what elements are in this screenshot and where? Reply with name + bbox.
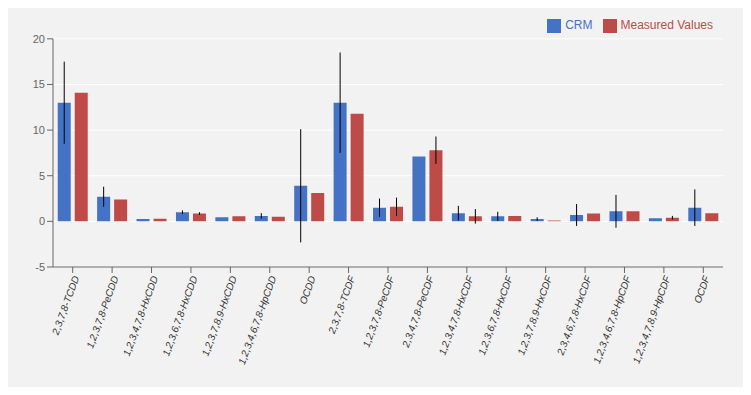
- svg-text:1,2,3,7,8-PeCDD: 1,2,3,7,8-PeCDD: [84, 274, 120, 349]
- svg-text:2,3,7,8-TCDF: 2,3,7,8-TCDF: [326, 274, 358, 336]
- svg-text:1,2,3,6,7,8-HxCDD: 1,2,3,6,7,8-HxCDD: [160, 274, 199, 357]
- svg-text:1,2,3,6,7,8-HxCDF: 1,2,3,6,7,8-HxCDF: [476, 274, 515, 357]
- html-text:Measured Values: Measured Values: [620, 18, 713, 32]
- svg-text:1,2,3,4,7,8-HxCDF: 1,2,3,4,7,8-HxCDF: [437, 274, 476, 357]
- svg-text:1,2,3,4,6,7,8-HpCDD: 1,2,3,4,6,7,8-HpCDD: [236, 274, 278, 366]
- svg-text:OCDD: OCDD: [297, 274, 317, 305]
- svg-text:1,2,3,7,8,9-HxCDD: 1,2,3,7,8,9-HxCDD: [200, 274, 239, 357]
- svg-text:0: 0: [39, 215, 45, 227]
- svg-text:1,2,3,4,7,8,9-HpCDF: 1,2,3,4,7,8,9-HpCDF: [631, 274, 673, 365]
- svg-text:15: 15: [33, 78, 45, 90]
- svg-text:OCDF: OCDF: [692, 274, 712, 305]
- svg-text:20: 20: [33, 33, 45, 45]
- svg-text:1,2,3,4,7,8-HxCDD: 1,2,3,4,7,8-HxCDD: [121, 274, 160, 357]
- html-text:CRM: CRM: [565, 18, 593, 32]
- svg-text:5: 5: [39, 170, 45, 182]
- svg-text:-5: -5: [35, 261, 45, 273]
- svg-text:2,3,4,6,7,8-HxCDF: 2,3,4,6,7,8-HxCDF: [554, 274, 593, 358]
- svg-text:10: 10: [33, 124, 45, 136]
- svg-text:2,3,7,8-TCDD: 2,3,7,8-TCDD: [49, 274, 81, 337]
- svg-text:2,3,4,7,8-PeCDF: 2,3,4,7,8-PeCDF: [400, 274, 437, 350]
- svg-text:1,2,3,7,8,9-HxCDF: 1,2,3,7,8,9-HxCDF: [515, 274, 554, 357]
- svg-text:1,2,3,7,8-PeCDF: 1,2,3,7,8-PeCDF: [361, 274, 397, 349]
- svg-text:1,2,3,4,6,7,8-HpCDF: 1,2,3,4,6,7,8-HpCDF: [591, 274, 633, 365]
